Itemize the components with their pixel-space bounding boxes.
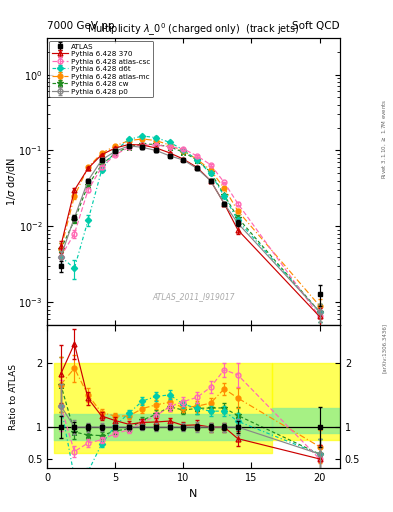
Y-axis label: Ratio to ATLAS: Ratio to ATLAS (9, 364, 18, 430)
Text: Rivet 3.1.10, $\geq$ 1.7M events: Rivet 3.1.10, $\geq$ 1.7M events (380, 98, 388, 179)
Text: [arXiv:1306.3436]: [arXiv:1306.3436] (382, 323, 387, 373)
Y-axis label: 1/$\sigma$ d$\sigma$/dN: 1/$\sigma$ d$\sigma$/dN (5, 157, 18, 206)
Title: Multiplicity $\lambda\_0^0$ (charged only)  (track jets): Multiplicity $\lambda\_0^0$ (charged onl… (87, 21, 300, 38)
Legend: ATLAS, Pythia 6.428 370, Pythia 6.428 atlas-csc, Pythia 6.428 d6t, Pythia 6.428 : ATLAS, Pythia 6.428 370, Pythia 6.428 at… (50, 40, 153, 97)
X-axis label: N: N (189, 489, 198, 499)
Text: ATLAS_2011_I919017: ATLAS_2011_I919017 (152, 292, 235, 301)
Text: Soft QCD: Soft QCD (292, 20, 340, 31)
Text: 7000 GeV pp: 7000 GeV pp (47, 20, 115, 31)
